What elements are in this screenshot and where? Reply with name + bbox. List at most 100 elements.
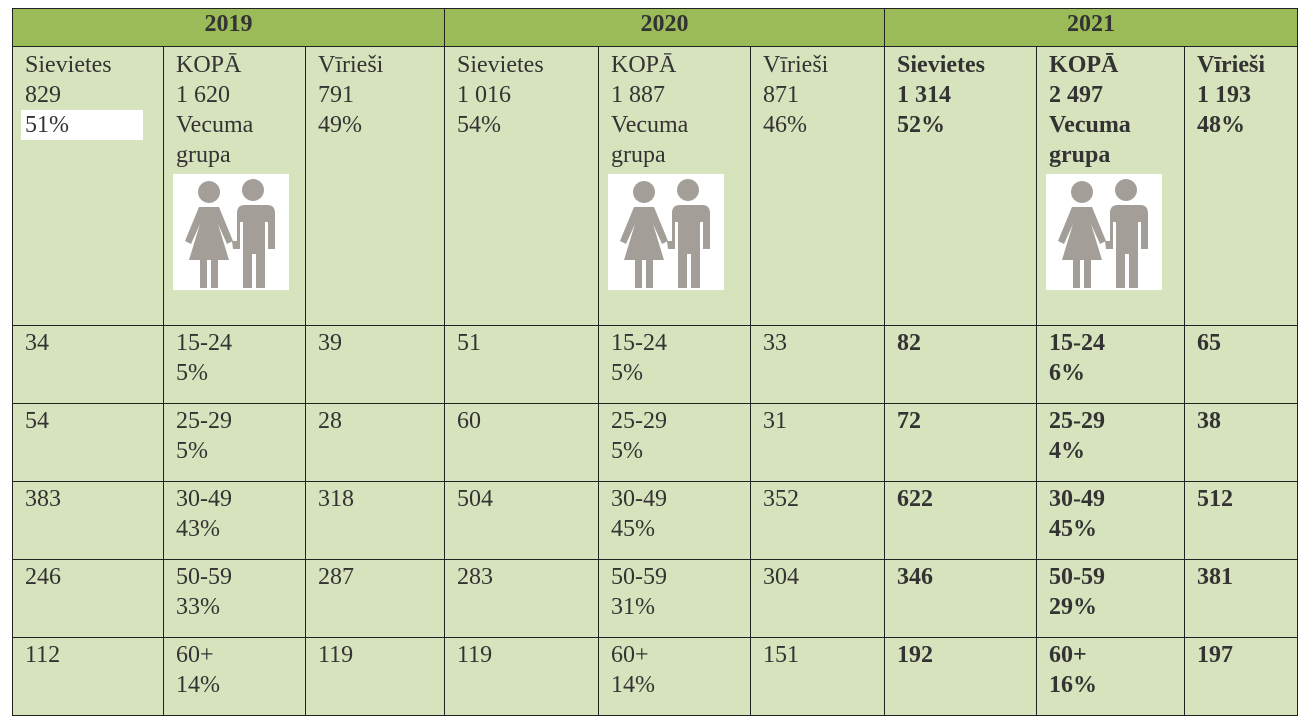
data-cell: 304 <box>750 559 886 638</box>
data-cell: 30-49 45% <box>1036 481 1186 560</box>
cell-text: 31% <box>611 594 656 620</box>
cell-text: 287 <box>318 564 354 590</box>
data-cell: 15-24 5% <box>598 325 752 404</box>
cell-text: 60+ <box>611 642 649 668</box>
women-summary: Sievietes 1 016 54% <box>444 46 600 326</box>
men-summary: Vīrieši 791 49% <box>304 46 446 326</box>
cell-text: 16% <box>1049 672 1098 698</box>
data-cell: 383 <box>12 481 164 560</box>
data-cell: 25-29 5% <box>163 403 306 482</box>
summary-text: Sievietes <box>457 52 544 78</box>
data-cell: 15-24 6% <box>1036 325 1186 404</box>
cell-text: 346 <box>897 564 934 590</box>
cell-text: 5% <box>611 438 644 464</box>
statistics-table: 2019 2020 2021 Sievietes 829 51% KOPĀ 1 620 Vecu… <box>11 8 1299 716</box>
cell-text: 15-24 <box>611 330 668 356</box>
data-cell: 72 <box>884 403 1038 482</box>
cell-text: 119 <box>318 642 354 668</box>
summary-text: 51% <box>21 110 143 140</box>
cell-text: 50-59 <box>1049 564 1106 590</box>
cell-text: 51 <box>457 330 482 356</box>
data-cell: 197 <box>1184 637 1299 716</box>
data-cell: 54 <box>12 403 164 482</box>
cell-text: 33 <box>763 330 788 356</box>
data-row: 246 50-59 33% 287 283 50-59 31% 304 346 50-59 29% 3… <box>12 559 1299 638</box>
cell-text: 283 <box>457 564 494 590</box>
cell-text: 45% <box>611 516 656 542</box>
total-summary: KOPĀ 1 887 Vecuma grupa <box>598 46 752 326</box>
summary-text: 54% <box>457 112 502 138</box>
header-row: 2019 2020 2021 <box>11 8 1299 47</box>
data-cell: 192 <box>884 637 1038 716</box>
cell-text: 39 <box>318 330 342 356</box>
cell-text: 112 <box>25 642 61 668</box>
cell-text: 31 <box>763 408 788 434</box>
data-cell: 352 <box>750 481 886 560</box>
cell-text: 318 <box>318 486 354 512</box>
cell-text: 72 <box>897 408 922 434</box>
cell-text: 45% <box>1049 516 1098 542</box>
data-cell: 622 <box>884 481 1038 560</box>
cell-text: 304 <box>763 564 800 590</box>
data-cell: 283 <box>444 559 600 638</box>
women-summary: Sievietes 1 314 52% <box>884 46 1038 326</box>
cell-text: 512 <box>1197 486 1234 512</box>
summary-text: Sievietes <box>25 52 112 78</box>
cell-text: 50-59 <box>611 564 668 590</box>
summary-text: 52% <box>897 112 946 138</box>
total-summary: KOPĀ 1 620 Vecuma grupa <box>163 46 306 326</box>
cell-text: 5% <box>611 360 644 386</box>
summary-text: 1 193 <box>1197 82 1252 108</box>
data-cell: 30-49 45% <box>598 481 752 560</box>
data-cell: 346 <box>884 559 1038 638</box>
cell-text: 119 <box>457 642 493 668</box>
cell-text: 4% <box>1049 438 1086 464</box>
cell-text: 622 <box>897 486 934 512</box>
cell-text: 5% <box>176 438 208 464</box>
data-cell: 28 <box>304 403 446 482</box>
data-cell: 38 <box>1184 403 1299 482</box>
cell-text: 383 <box>25 486 61 512</box>
data-cell: 82 <box>884 325 1038 404</box>
total-summary: KOPĀ 2 497 Vecuma grupa <box>1036 46 1186 326</box>
men-summary: Vīrieši 1 193 48% <box>1184 46 1299 326</box>
cell-text: 25-29 <box>611 408 668 434</box>
people-icon <box>173 174 289 290</box>
cell-text: 33% <box>176 594 220 620</box>
cell-text: 65 <box>1197 330 1222 356</box>
cell-text: 381 <box>1197 564 1234 590</box>
year-header: 2019 <box>11 8 446 47</box>
data-cell: 318 <box>304 481 446 560</box>
cell-text: 25-29 <box>1049 408 1106 434</box>
summary-text: 829 <box>25 82 61 108</box>
cell-text: 60 <box>457 408 482 434</box>
cell-text: 43% <box>176 516 220 542</box>
data-cell: 119 <box>304 637 446 716</box>
summary-text: 49% <box>318 112 362 138</box>
summary-text: 1 620 <box>176 82 230 108</box>
year-header: 2021 <box>884 8 1299 47</box>
summary-text: 1 314 <box>897 82 952 108</box>
data-cell: 60 <box>444 403 600 482</box>
data-cell: 512 <box>1184 481 1299 560</box>
cell-text: 15-24 <box>1049 330 1106 356</box>
cell-text: 504 <box>457 486 494 512</box>
cell-text: 352 <box>763 486 800 512</box>
data-cell: 504 <box>444 481 600 560</box>
data-cell: 381 <box>1184 559 1299 638</box>
year-header: 2020 <box>444 8 886 47</box>
data-cell: 33 <box>750 325 886 404</box>
data-cell: 60+ 14% <box>598 637 752 716</box>
summary-text: 48% <box>1197 112 1246 138</box>
women-summary: Sievietes 829 51% <box>12 46 164 326</box>
cell-text: 14% <box>611 672 656 698</box>
cell-text: 5% <box>176 360 208 386</box>
data-row: 112 60+ 14% 119 119 60+ 14% 151 192 60+ 16% 197 <box>12 637 1299 716</box>
summary-text: 1 016 <box>457 82 512 108</box>
data-cell: 50-59 29% <box>1036 559 1186 638</box>
cell-text: 54 <box>25 408 49 434</box>
cell-text: 30-49 <box>1049 486 1106 512</box>
summary-text: Vecuma grupa <box>611 112 689 168</box>
data-cell: 287 <box>304 559 446 638</box>
